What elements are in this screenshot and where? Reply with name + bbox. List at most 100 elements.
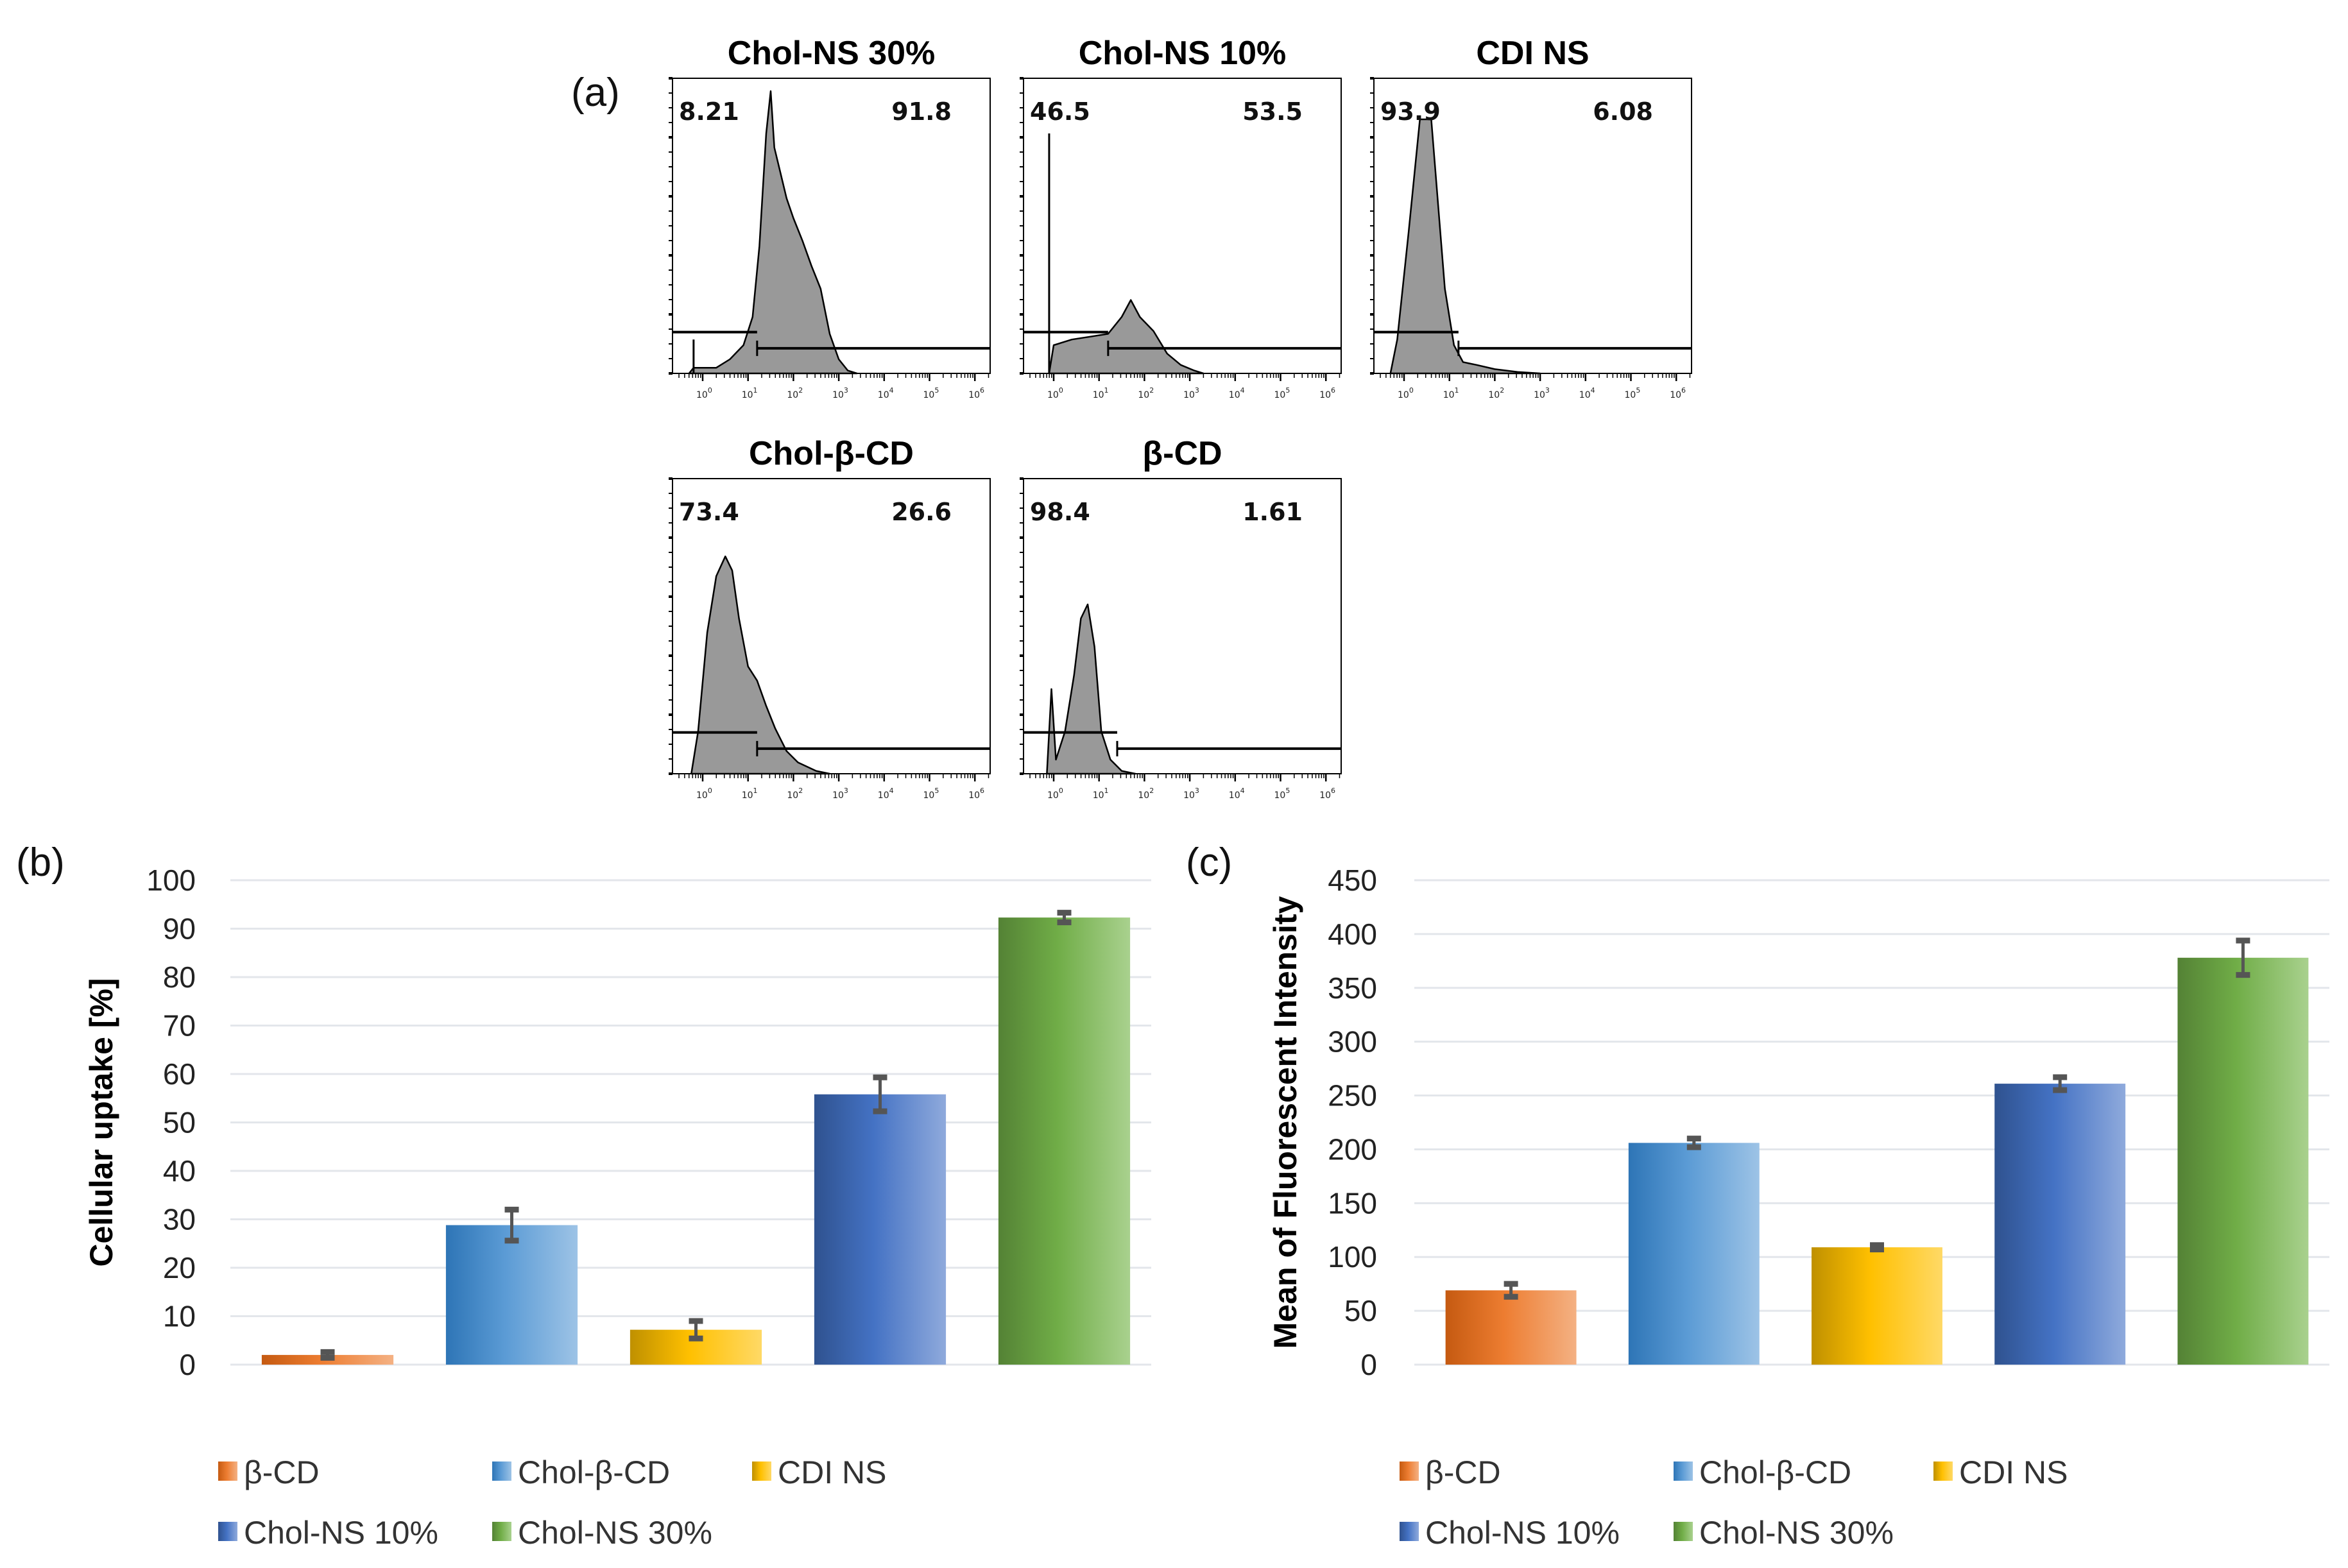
x-tick-label: 106 xyxy=(968,787,984,801)
x-tick-exponent: 0 xyxy=(708,386,712,395)
y-tick-label: 0 xyxy=(179,1348,196,1381)
x-tick-exponent: 1 xyxy=(753,787,758,795)
panel-label-c: (c) xyxy=(1186,840,1232,885)
x-tick-label: 103 xyxy=(1183,386,1199,400)
bar xyxy=(1628,1143,1760,1365)
legend-label: CDI NS xyxy=(1959,1454,2068,1490)
x-tick-label: 102 xyxy=(787,787,803,801)
legend-label: CDI NS xyxy=(778,1454,886,1490)
chart-mean-fluorescence: 0 50 100 150 200 250 300 350 400 450 Mean of Fluor… xyxy=(1267,864,2329,1551)
x-tick-exponent: 6 xyxy=(980,787,984,795)
x-tick-label: 106 xyxy=(1319,787,1335,801)
legend-label: Chol-NS 30% xyxy=(1699,1515,1894,1551)
x-tick-exponent: 3 xyxy=(1195,787,1199,795)
y-tick-label: 40 xyxy=(163,1154,196,1188)
histogram-curve xyxy=(690,555,831,775)
y-tick-label: 200 xyxy=(1328,1132,1377,1166)
x-tick-label: 102 xyxy=(1138,386,1154,400)
x-tick-label: 101 xyxy=(742,386,758,400)
histogram-curve xyxy=(688,90,858,375)
x-tick-exponent: 5 xyxy=(1285,787,1290,795)
y-axis-label: Cellular uptake [%] xyxy=(83,978,119,1266)
x-tick-exponent: 1 xyxy=(1104,787,1109,795)
gate-left-percent: 73.4 xyxy=(679,498,739,526)
x-tick-label: 105 xyxy=(1274,787,1290,801)
legend-swatch xyxy=(1933,1461,1953,1481)
legend-label: Chol-β-CD xyxy=(1699,1454,1851,1490)
y-tick-label: 20 xyxy=(163,1251,196,1284)
x-tick-exponent: 4 xyxy=(1591,386,1595,395)
x-tick-exponent: 2 xyxy=(1149,787,1154,795)
bar xyxy=(445,1225,578,1365)
x-tick-label: 100 xyxy=(1398,386,1414,400)
x-tick-label: 100 xyxy=(1047,787,1063,801)
legend-swatch xyxy=(1674,1461,1693,1481)
x-tick-exponent: 3 xyxy=(844,787,848,795)
x-tick-label: 104 xyxy=(1579,386,1595,400)
x-tick-exponent: 6 xyxy=(980,386,984,395)
x-tick-exponent: 0 xyxy=(1409,386,1414,395)
x-tick-label: 101 xyxy=(1093,386,1109,400)
legend-label: Chol-NS 10% xyxy=(244,1515,438,1551)
x-tick-label: 105 xyxy=(1274,386,1290,400)
x-tick-label: 105 xyxy=(1625,386,1641,400)
y-tick-label: 350 xyxy=(1328,971,1377,1005)
x-tick-label: 101 xyxy=(1443,386,1459,400)
x-tick-exponent: 0 xyxy=(1059,386,1063,395)
x-tick-label: 104 xyxy=(1229,386,1245,400)
x-tick-exponent: 6 xyxy=(1331,787,1335,795)
bar xyxy=(1445,1290,1577,1365)
x-tick-exponent: 5 xyxy=(934,787,939,795)
chart-cellular-uptake: 0 10 20 30 40 50 60 70 80 90 100 Cellular uptake [%… xyxy=(83,864,1151,1551)
x-tick-label: 105 xyxy=(923,787,939,801)
y-tick-label: 150 xyxy=(1328,1186,1377,1220)
y-axis-label: Mean of Fluorescent Intensity xyxy=(1267,896,1303,1349)
y-tick-label: 450 xyxy=(1328,864,1377,897)
y-tick-label: 400 xyxy=(1328,917,1377,951)
x-tick-exponent: 2 xyxy=(1149,386,1154,395)
legend-swatch xyxy=(1400,1522,1419,1541)
x-tick-exponent: 3 xyxy=(1545,386,1550,395)
gate-right-percent: 1.61 xyxy=(1242,498,1303,526)
bar xyxy=(1994,1084,2126,1365)
x-tick-label: 100 xyxy=(1047,386,1063,400)
y-tick-label: 30 xyxy=(163,1203,196,1236)
legend-swatch xyxy=(218,1522,237,1541)
gate-left-percent: 98.4 xyxy=(1030,498,1090,526)
x-tick-label: 104 xyxy=(878,386,894,400)
x-tick-label: 103 xyxy=(1183,787,1199,801)
x-tick-label: 106 xyxy=(968,386,984,400)
x-tick-exponent: 2 xyxy=(798,386,803,395)
panel-label-a: (a) xyxy=(571,71,620,115)
x-tick-label: 102 xyxy=(787,386,803,400)
y-tick-label: 50 xyxy=(1344,1294,1377,1327)
x-tick-exponent: 3 xyxy=(1195,386,1199,395)
legend-swatch xyxy=(752,1461,771,1481)
x-tick-exponent: 3 xyxy=(844,386,848,395)
y-tick-label: 250 xyxy=(1328,1079,1377,1112)
x-tick-exponent: 2 xyxy=(1500,386,1504,395)
gate-left-percent: 93.9 xyxy=(1380,98,1441,126)
x-tick-exponent: 2 xyxy=(798,787,803,795)
y-tick-label: 60 xyxy=(163,1057,196,1091)
histogram-curve xyxy=(1389,118,1541,375)
x-tick-exponent: 6 xyxy=(1331,386,1335,395)
legend-label: Chol-NS 30% xyxy=(518,1515,712,1551)
x-tick-exponent: 1 xyxy=(1455,386,1459,395)
x-tick-label: 103 xyxy=(832,787,848,801)
histogram-title: Chol-NS 30% xyxy=(728,35,936,72)
x-tick-label: 106 xyxy=(1319,386,1335,400)
histogram-title: CDI NS xyxy=(1476,35,1589,72)
legend-swatch xyxy=(492,1522,511,1541)
bar xyxy=(814,1094,947,1365)
x-tick-exponent: 1 xyxy=(753,386,758,395)
x-tick-label: 101 xyxy=(1093,787,1109,801)
gate-right-percent: 91.8 xyxy=(891,98,952,126)
x-tick-label: 100 xyxy=(696,386,712,400)
x-tick-exponent: 5 xyxy=(934,386,939,395)
gate-left-percent: 8.21 xyxy=(679,98,739,126)
y-tick-label: 80 xyxy=(163,960,196,994)
bar xyxy=(1812,1247,1942,1365)
